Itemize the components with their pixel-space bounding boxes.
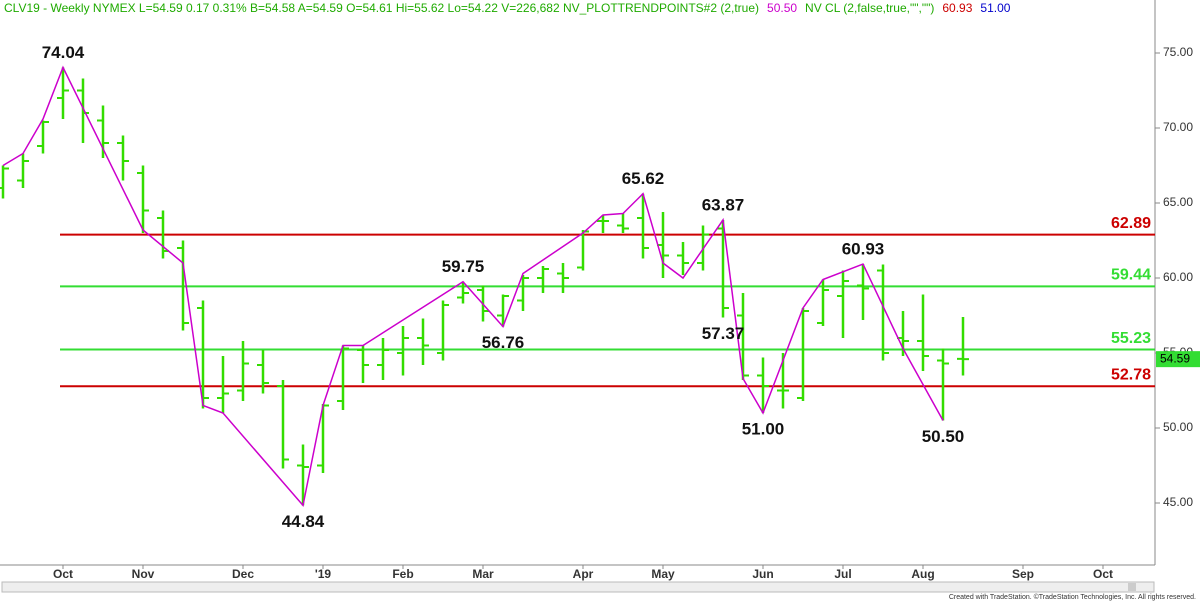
x-tick-label: '19 <box>315 567 332 581</box>
scrollbar-thumb[interactable] <box>1128 583 1136 591</box>
level-label: 62.89 <box>1111 215 1151 232</box>
pivot-label: 65.62 <box>622 169 665 188</box>
pivot-label: 60.93 <box>842 240 885 259</box>
pivot-label: 50.50 <box>922 427 965 446</box>
pivot-label: 51.00 <box>742 419 785 438</box>
header-segment: CLV19 - Weekly NYMEX L=54.59 0.17 0.31% … <box>4 1 759 15</box>
x-tick-label: Nov <box>132 567 155 581</box>
x-tick-label: Oct <box>1093 567 1113 581</box>
level-label: 52.78 <box>1111 367 1151 384</box>
pivot-label: 56.76 <box>482 333 525 352</box>
pivot-label: 59.75 <box>442 257 485 276</box>
x-tick-label: Oct <box>53 567 73 581</box>
x-tick-label: Feb <box>392 567 413 581</box>
y-tick-label: 65.00 <box>1163 195 1193 209</box>
header-segment: 60.93 <box>942 1 972 15</box>
y-tick-label: 75.00 <box>1163 45 1193 59</box>
level-label: 59.44 <box>1111 267 1151 284</box>
x-tick-label: Sep <box>1012 567 1034 581</box>
x-tick-label: Jul <box>834 567 851 581</box>
x-tick-label: Jun <box>752 567 773 581</box>
header-segment: NV CL (2,false,true,"","") <box>805 1 934 15</box>
x-tick-label: Mar <box>472 567 494 581</box>
y-tick-label: 70.00 <box>1163 120 1193 134</box>
x-tick-label: Dec <box>232 567 254 581</box>
pivot-label: 63.87 <box>702 195 745 214</box>
x-tick-label: Apr <box>573 567 594 581</box>
last-price-label: 54.59 <box>1160 351 1190 365</box>
y-tick-label: 45.00 <box>1163 495 1193 509</box>
trend-line <box>2 65 944 508</box>
pivot-label: 74.04 <box>42 43 85 62</box>
x-tick-label: Aug <box>911 567 934 581</box>
chart-header: CLV19 - Weekly NYMEX L=54.59 0.17 0.31% … <box>4 1 1011 15</box>
footer: Created with TradeStation. ©TradeStation… <box>949 593 1196 601</box>
x-tick-label: May <box>651 567 675 581</box>
scrollbar[interactable] <box>1 581 1155 593</box>
header-segment: 51.00 <box>980 1 1010 15</box>
pivot-label: 57.37 <box>702 324 745 343</box>
y-tick-label: 50.00 <box>1163 420 1193 434</box>
level-label: 55.23 <box>1111 330 1151 347</box>
last-price-tag <box>1156 351 1200 368</box>
header-segment: 50.50 <box>767 1 797 15</box>
pivot-label: 44.84 <box>282 512 325 531</box>
y-tick-label: 60.00 <box>1163 270 1193 284</box>
